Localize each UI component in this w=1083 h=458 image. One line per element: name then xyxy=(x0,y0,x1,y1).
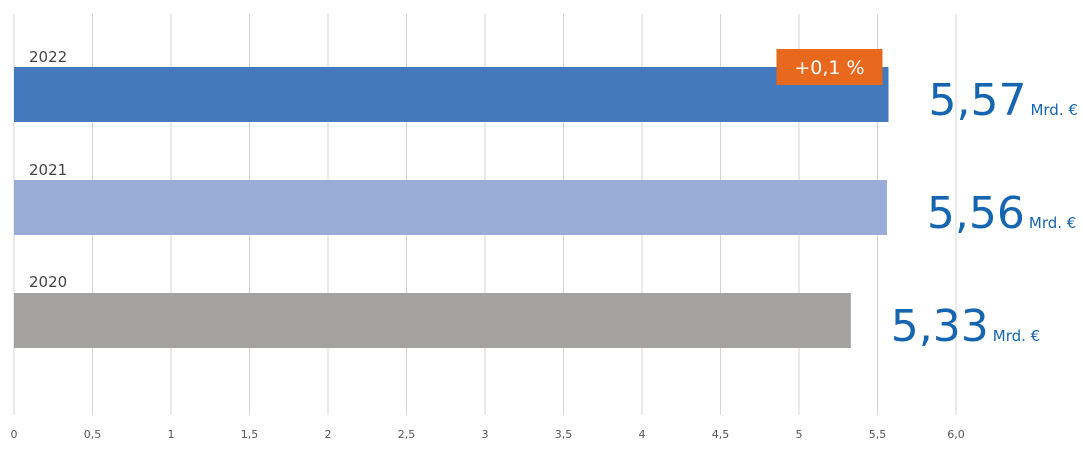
bar-2021 xyxy=(14,180,887,235)
unit-label: Mrd. € xyxy=(1029,214,1076,232)
x-tick-label: 5 xyxy=(796,428,803,441)
unit-label: Mrd. € xyxy=(1030,101,1077,119)
change-badge xyxy=(776,49,883,85)
data-label: 5,33 Mrd. € xyxy=(891,301,1040,352)
x-tick-label: 4 xyxy=(639,428,646,441)
x-tick-label: 0,5 xyxy=(84,428,102,441)
bar-2020 xyxy=(14,293,851,348)
x-tick-label: 3,5 xyxy=(555,428,573,441)
x-tick-label: 1 xyxy=(168,428,175,441)
x-tick-label: 0 xyxy=(11,428,18,441)
x-tick-label: 2 xyxy=(325,428,332,441)
x-tick-label: 1,5 xyxy=(241,428,259,441)
category-label: 2020 xyxy=(29,273,67,291)
category-label: 2021 xyxy=(29,161,67,179)
x-tick-label: 2,5 xyxy=(398,428,416,441)
x-tick-label: 4,5 xyxy=(712,428,730,441)
unit-label: Mrd. € xyxy=(993,327,1040,345)
data-label: 5,57 Mrd. € xyxy=(928,75,1077,126)
bar-2022 xyxy=(14,67,889,122)
change-badge-label: +0,1 % xyxy=(794,57,864,79)
x-tick-label: 6,0 xyxy=(947,428,965,441)
x-tick-label: 3 xyxy=(482,428,489,441)
category-label: 2022 xyxy=(29,48,67,66)
x-tick-label: 5,5 xyxy=(869,428,887,441)
data-label: 5,56 Mrd. € xyxy=(927,188,1076,239)
